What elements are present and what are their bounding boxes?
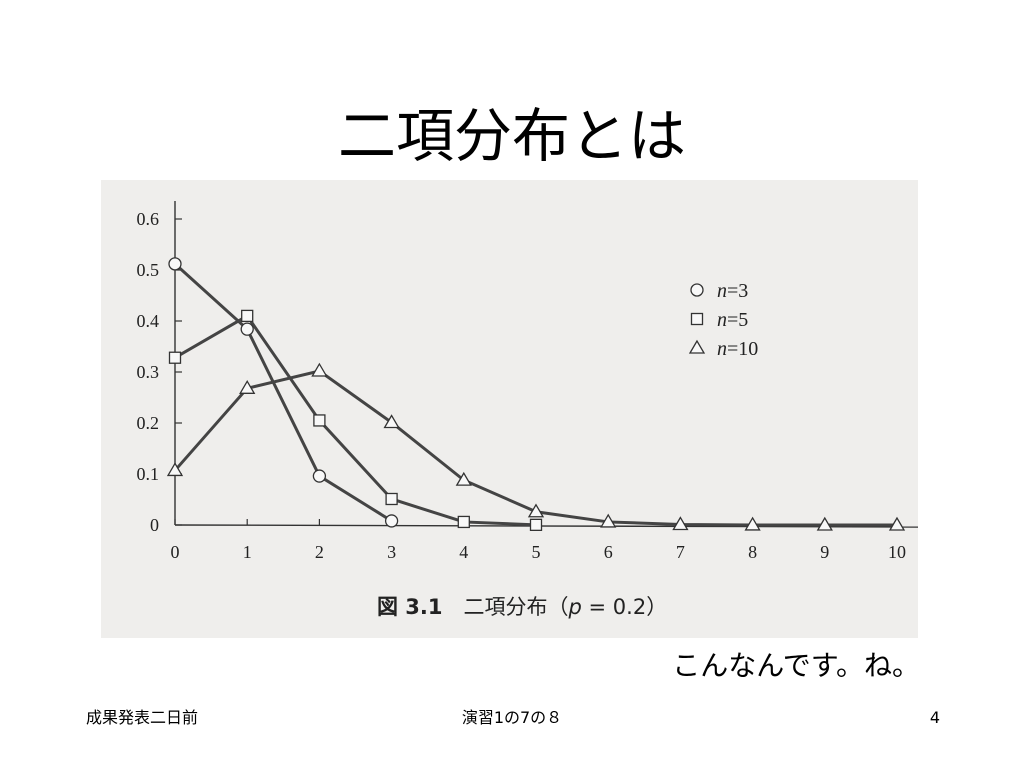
chart-panel: 0 0.1 0.2 0.3 0.4 0.5 0.6 0 1 2 3 4 5 6 7 8 9 10 n=3 n=5 n=1… bbox=[101, 180, 918, 638]
x-tick-label: 10 bbox=[888, 542, 906, 562]
legend-entry: n=3 bbox=[717, 280, 748, 302]
x-tick-label: 1 bbox=[243, 542, 252, 562]
y-tick-label: 0 bbox=[150, 515, 159, 535]
y-tick-label: 0.1 bbox=[137, 464, 160, 484]
data-point-triangle bbox=[527, 503, 545, 518]
series-line-triangle bbox=[173, 369, 897, 527]
legend-marker-square bbox=[690, 312, 704, 326]
data-point-square bbox=[241, 309, 254, 323]
data-point-square bbox=[529, 518, 543, 531]
x-tick-label: 4 bbox=[459, 542, 468, 562]
series-line-circle bbox=[173, 262, 393, 523]
y-tick-label: 0.6 bbox=[137, 209, 160, 229]
x-tick-label: 3 bbox=[387, 542, 396, 562]
data-point-triangle bbox=[239, 380, 256, 394]
y-tick-label: 0.3 bbox=[137, 362, 160, 382]
series-line-square bbox=[174, 313, 537, 527]
legend-entry: n=10 bbox=[717, 338, 758, 360]
data-point-triangle bbox=[166, 462, 184, 477]
x-tick-label: 0 bbox=[171, 542, 180, 562]
data-point-triangle bbox=[311, 362, 328, 377]
footer-left-text: 成果発表二日前 bbox=[86, 708, 199, 727]
binomial-distribution-chart: 0 0.1 0.2 0.3 0.4 0.5 0.6 0 1 2 3 4 5 6 7 8 9 10 n=3 n=5 n=1… bbox=[137, 201, 918, 619]
remark-text: こんなんです。ね。 bbox=[672, 649, 920, 682]
data-point-triangle bbox=[600, 513, 617, 528]
x-tick-label: 7 bbox=[676, 542, 685, 562]
data-point-circle bbox=[168, 257, 182, 271]
y-tick-label: 0.4 bbox=[137, 311, 160, 331]
data-point-triangle bbox=[455, 471, 472, 486]
y-tick-label: 0.2 bbox=[137, 413, 160, 433]
data-point-square bbox=[313, 414, 326, 427]
data-point-circle bbox=[240, 322, 254, 336]
data-point-square bbox=[457, 515, 470, 529]
figure-caption: 図 3.1 二項分布（p = 0.2） bbox=[377, 595, 667, 619]
x-tick-label: 8 bbox=[748, 542, 757, 562]
slide-title: 二項分布とは bbox=[337, 102, 686, 170]
page-number: 4 bbox=[929, 708, 940, 727]
x-axis-line bbox=[174, 524, 918, 528]
data-point-triangle bbox=[383, 414, 400, 429]
x-tick-label: 6 bbox=[604, 542, 613, 562]
footer-center-text: 演習1の7の８ bbox=[461, 708, 563, 727]
y-tick-label: 0.5 bbox=[137, 260, 160, 280]
data-point-circle bbox=[312, 469, 327, 483]
data-point-triangle bbox=[888, 516, 906, 531]
data-point-triangle bbox=[744, 516, 761, 531]
data-point-circle bbox=[384, 514, 399, 528]
legend-entry: n=5 bbox=[717, 309, 748, 331]
data-point-triangle bbox=[672, 516, 689, 531]
data-point-square bbox=[168, 351, 182, 364]
legend-marker-triangle bbox=[688, 339, 706, 354]
x-tick-label: 9 bbox=[820, 542, 829, 562]
x-tick-label: 5 bbox=[532, 542, 541, 562]
data-point-triangle bbox=[816, 516, 833, 531]
legend-marker-circle bbox=[690, 283, 704, 297]
x-tick-label: 2 bbox=[315, 542, 324, 562]
data-point-square bbox=[385, 492, 398, 506]
